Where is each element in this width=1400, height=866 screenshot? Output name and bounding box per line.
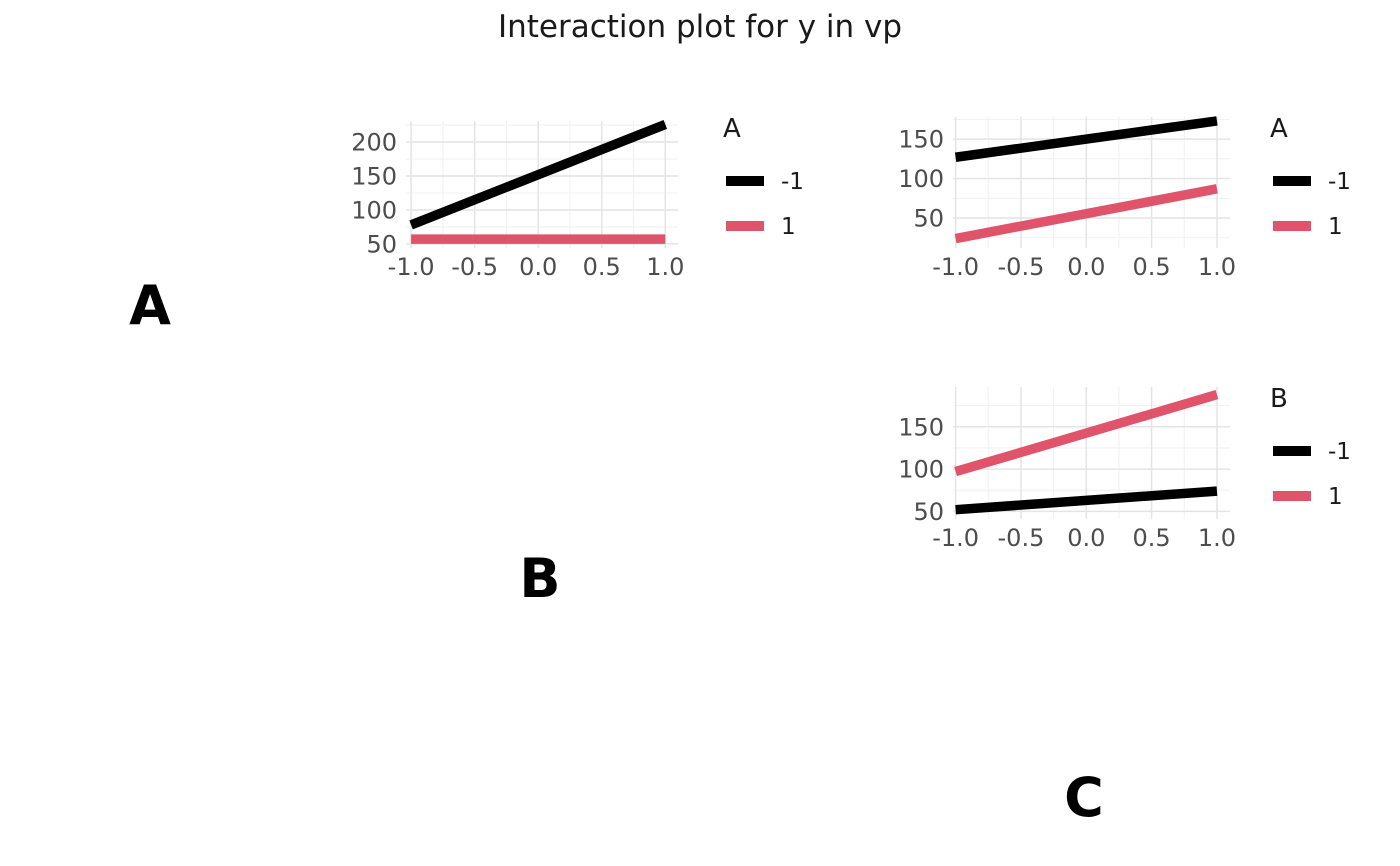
- x-tick-label: 0.5: [1133, 524, 1171, 552]
- legend-label: 1: [1328, 214, 1343, 240]
- x-tick-label: -1.0: [932, 253, 979, 281]
- interaction-plot-top-left: 50 100 150 200 -1.0 -0.5 0.0 0.5 1.0 A -1 1: [351, 114, 804, 281]
- x-tick-label: -1.0: [388, 253, 435, 281]
- legend-swatch-1: [726, 221, 764, 231]
- legend-swatch--1: [1273, 446, 1311, 456]
- y-tick-label: 150: [898, 413, 944, 441]
- y-tick-label: 50: [913, 498, 944, 526]
- legend-swatch--1: [1273, 176, 1311, 186]
- x-tick-label: -0.5: [451, 253, 498, 281]
- legend-label: 1: [1328, 484, 1343, 510]
- series-line--1: [409, 119, 668, 230]
- legend-title: A: [1270, 114, 1288, 144]
- legend-title: A: [723, 114, 741, 144]
- interaction-plot-top-right: 50 100 150 -1.0 -0.5 0.0 0.5 1.0 A -1 1: [898, 114, 1351, 281]
- x-tick-label: -0.5: [998, 253, 1045, 281]
- y-tick-label: 50: [366, 230, 397, 258]
- x-tick-label: 1.0: [646, 253, 684, 281]
- legend-label: -1: [1328, 169, 1351, 195]
- x-tick-label: -0.5: [998, 524, 1045, 552]
- y-tick-label: 50: [913, 205, 944, 233]
- y-tick-label: 150: [351, 163, 397, 191]
- series-line-1: [954, 184, 1218, 244]
- x-tick-label: 0.0: [519, 253, 557, 281]
- x-tick-label: 0.5: [1133, 253, 1171, 281]
- legend-swatch--1: [726, 176, 764, 186]
- x-tick-label: 0.0: [1067, 524, 1105, 552]
- x-tick-label: 1.0: [1198, 524, 1236, 552]
- y-tick-label: 200: [351, 129, 397, 157]
- viewport-label-b: B: [519, 547, 561, 610]
- viewport-label-c: C: [1064, 766, 1104, 829]
- legend-swatch-1: [1273, 491, 1311, 501]
- legend-label: -1: [1328, 439, 1351, 465]
- viewport-label-a: A: [129, 274, 171, 337]
- series-line--1: [954, 116, 1218, 162]
- y-tick-label: 100: [898, 456, 944, 484]
- series-line--1: [955, 486, 1218, 515]
- interaction-plot-middle-right: 50 100 150 -1.0 -0.5 0.0 0.5 1.0 B -1 1: [898, 384, 1351, 552]
- legend-label: 1: [781, 214, 796, 240]
- y-tick-label: 100: [351, 196, 397, 224]
- figure-title: Interaction plot for y in vp: [497, 9, 903, 45]
- legend-title: B: [1270, 384, 1288, 414]
- y-tick-label: 150: [898, 126, 944, 154]
- x-tick-label: 0.0: [1067, 253, 1105, 281]
- x-tick-label: -1.0: [932, 524, 979, 552]
- legend-swatch-1: [1273, 221, 1311, 231]
- x-tick-label: 1.0: [1198, 253, 1236, 281]
- x-tick-label: 0.5: [583, 253, 621, 281]
- series-line-1: [954, 390, 1219, 477]
- legend-label: -1: [781, 169, 804, 195]
- y-tick-label: 100: [898, 165, 944, 193]
